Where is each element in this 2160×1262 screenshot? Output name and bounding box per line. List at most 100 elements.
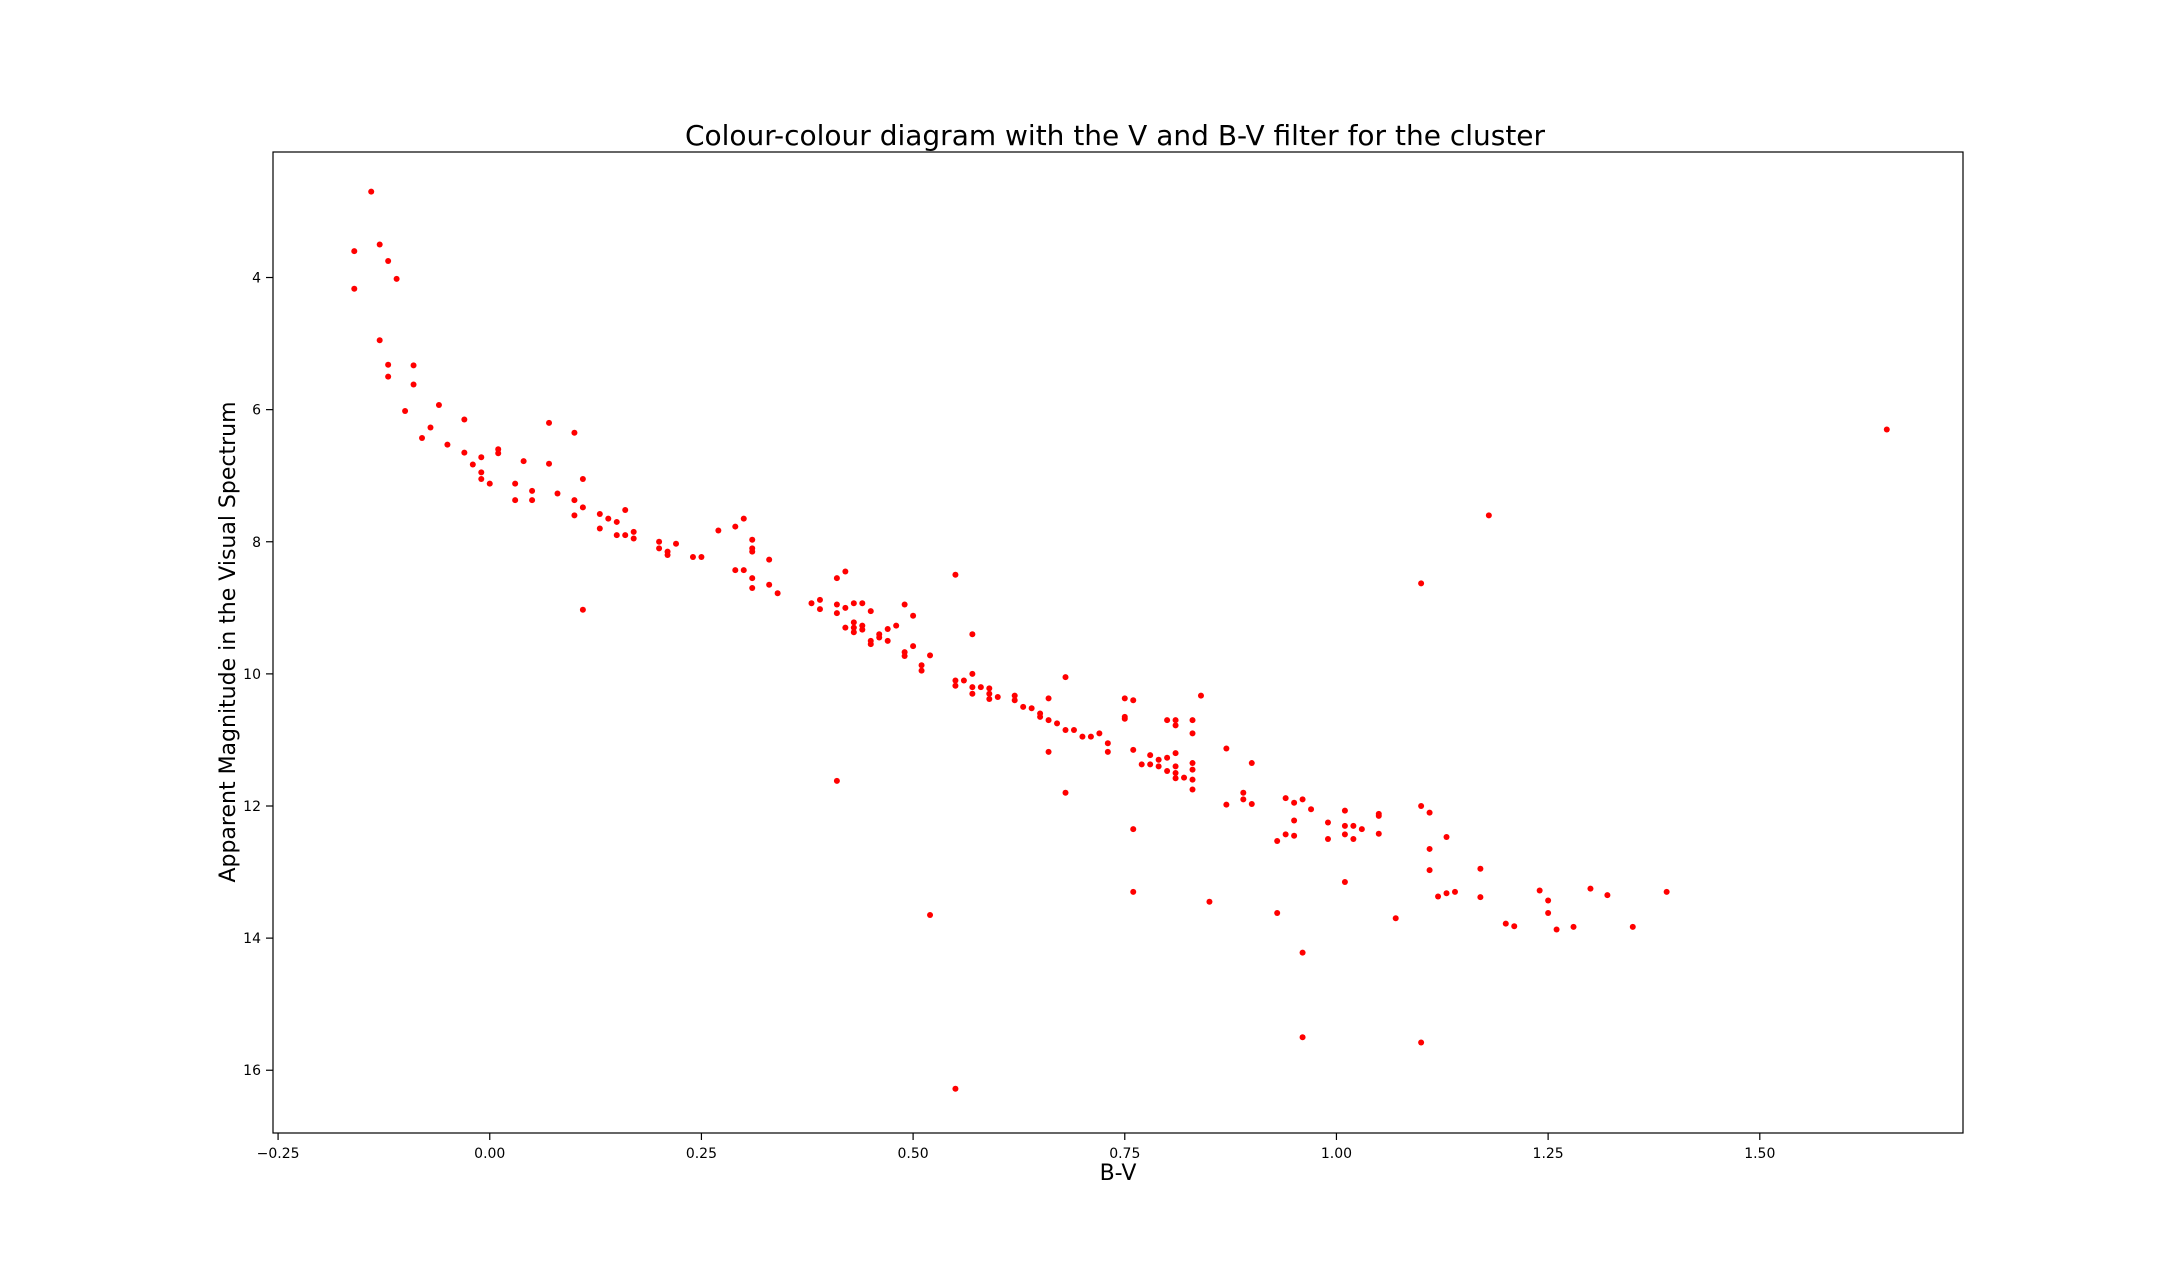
data-point — [1435, 893, 1442, 900]
data-point — [986, 690, 993, 697]
data-point — [529, 487, 536, 494]
data-point — [1172, 717, 1179, 724]
data-point — [1341, 878, 1348, 885]
data-point — [571, 512, 578, 519]
data-point — [427, 424, 434, 431]
data-point — [1045, 695, 1052, 702]
data-point — [1189, 776, 1196, 783]
data-point — [1172, 722, 1179, 729]
data-point — [1299, 949, 1306, 956]
data-point — [486, 480, 493, 487]
data-point — [579, 606, 586, 613]
data-point — [1291, 817, 1298, 824]
data-point — [1062, 727, 1069, 734]
data-point — [1545, 897, 1552, 904]
data-point — [1130, 746, 1137, 753]
data-point — [918, 667, 925, 674]
data-point — [1570, 923, 1577, 930]
data-point — [1028, 705, 1035, 712]
data-point — [1147, 752, 1154, 759]
x-tick-label: 0.75 — [1109, 1146, 1140, 1162]
data-point — [630, 535, 637, 542]
data-point — [1062, 789, 1069, 796]
data-point — [969, 631, 976, 638]
data-point — [901, 653, 908, 660]
data-point — [656, 545, 663, 552]
data-point — [867, 641, 874, 648]
data-point — [994, 694, 1001, 700]
data-point — [368, 188, 375, 195]
data-point — [1147, 761, 1154, 768]
data-point — [1536, 887, 1543, 894]
x-tick-label: −0.25 — [257, 1146, 300, 1162]
x-tick-label: 1.25 — [1533, 1146, 1564, 1162]
data-point — [1392, 915, 1399, 922]
data-point — [1155, 763, 1162, 770]
data-point — [546, 460, 553, 467]
data-point — [579, 504, 586, 511]
data-point — [952, 571, 959, 578]
data-point — [1502, 920, 1509, 927]
data-point — [749, 585, 756, 591]
data-point — [740, 567, 747, 574]
data-point — [833, 777, 840, 784]
data-point — [461, 449, 468, 456]
data-point — [1164, 717, 1171, 724]
data-point — [842, 568, 849, 575]
data-point — [1121, 715, 1128, 722]
data-point — [1883, 426, 1890, 433]
y-tick-label: 10 — [243, 667, 261, 683]
data-point — [1426, 845, 1433, 852]
data-point — [969, 690, 976, 697]
data-point — [478, 454, 485, 461]
data-point — [469, 461, 476, 468]
data-point — [952, 1085, 959, 1092]
data-point — [605, 515, 612, 522]
data-point — [1375, 812, 1382, 819]
chart-title: Colour-colour diagram with the V and B-V… — [685, 119, 1546, 152]
data-point — [596, 525, 603, 532]
data-point — [927, 912, 934, 918]
data-points — [351, 188, 1890, 1092]
data-point — [1189, 766, 1196, 773]
data-point — [749, 536, 756, 543]
y-tick-label: 8 — [252, 535, 261, 551]
data-point — [1206, 898, 1213, 905]
data-point — [1545, 910, 1552, 917]
data-point — [1604, 892, 1611, 899]
data-point — [833, 575, 840, 582]
data-point — [1443, 890, 1450, 897]
data-point — [986, 685, 993, 692]
y-tick-label: 16 — [243, 1063, 261, 1079]
data-point — [1164, 767, 1171, 774]
data-point — [1138, 761, 1145, 768]
data-point — [656, 538, 663, 545]
data-point — [1308, 806, 1315, 813]
data-point — [1299, 796, 1306, 803]
data-point — [1282, 831, 1289, 838]
data-point — [1282, 795, 1289, 802]
data-point — [410, 381, 417, 388]
data-point — [1248, 801, 1255, 808]
data-point — [977, 684, 984, 691]
y-tick-label: 6 — [252, 403, 261, 419]
data-point — [630, 528, 637, 535]
data-point — [571, 429, 578, 436]
data-point — [910, 612, 917, 619]
x-tick-label: 0.50 — [898, 1146, 929, 1162]
data-point — [850, 629, 857, 636]
data-point — [698, 553, 705, 560]
data-point — [1197, 692, 1204, 699]
data-point — [766, 581, 773, 588]
data-point — [1350, 822, 1357, 829]
data-point — [927, 652, 934, 659]
data-point — [774, 590, 781, 597]
data-point — [1341, 831, 1348, 838]
data-point — [376, 337, 383, 344]
data-point — [842, 624, 849, 631]
data-point — [1291, 799, 1298, 806]
data-point — [512, 497, 519, 504]
data-point — [808, 600, 815, 607]
x-axis: −0.25 0.00 0.25 0.50 0.75 1.00 1.25 1.50 — [257, 1133, 1775, 1162]
